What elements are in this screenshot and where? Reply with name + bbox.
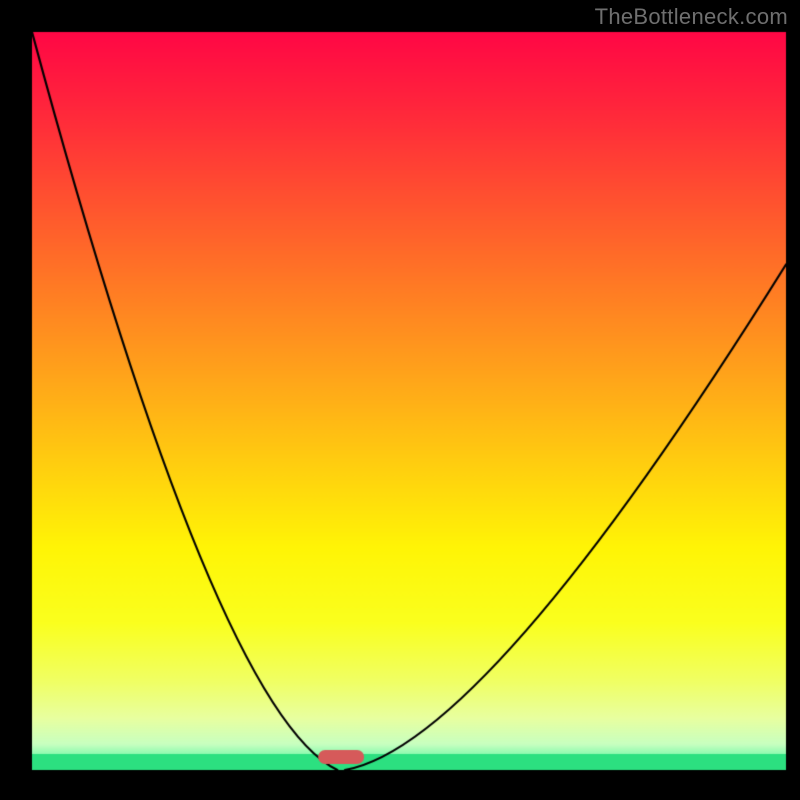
watermark-text: TheBottleneck.com (595, 4, 788, 30)
bottleneck-curve-chart (0, 0, 800, 800)
chart-container: TheBottleneck.com (0, 0, 800, 800)
